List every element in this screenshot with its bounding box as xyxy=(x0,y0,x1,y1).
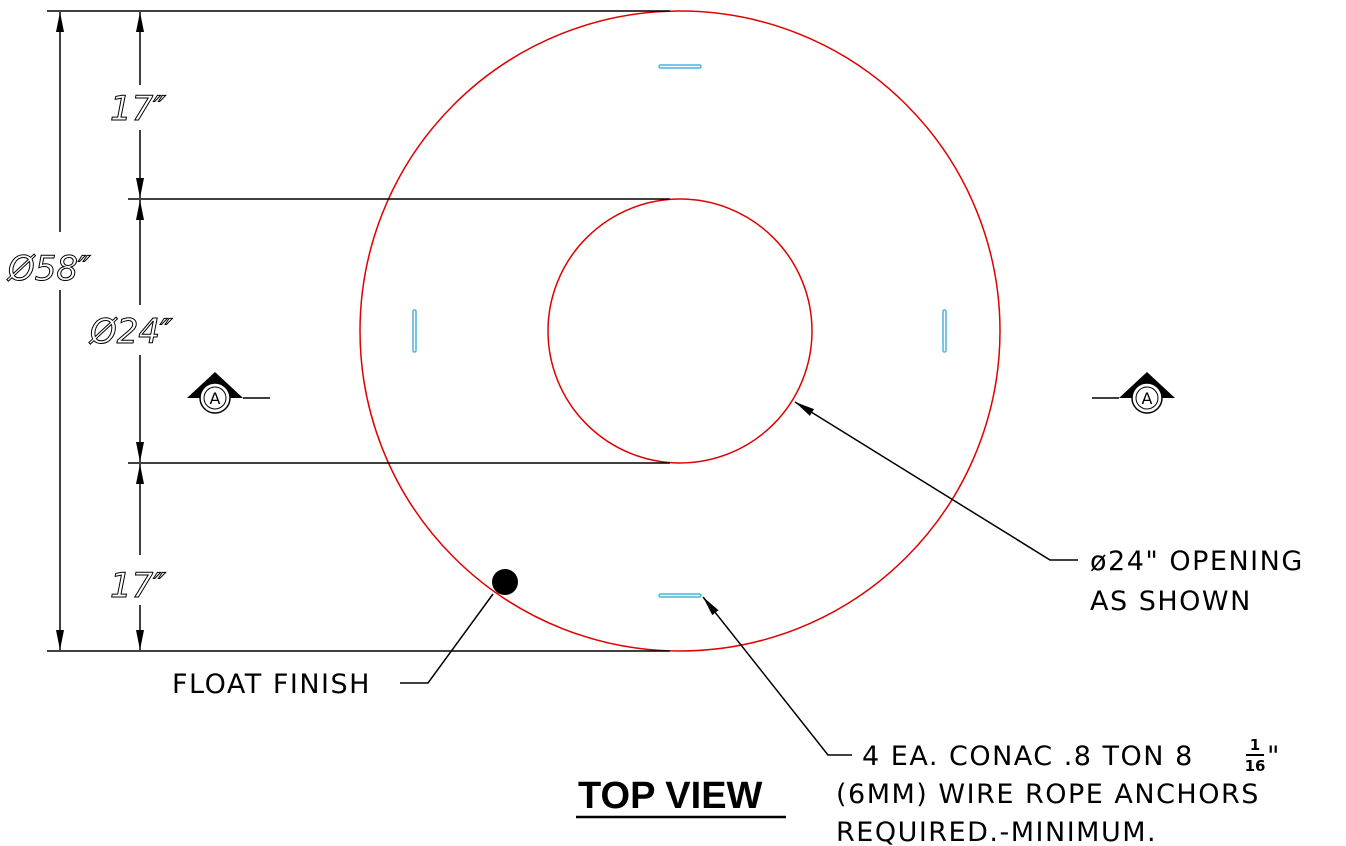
section-marker-right-letter: A xyxy=(1142,389,1153,408)
top-offset-label: 17″ xyxy=(110,89,166,129)
float-finish-label: FLOAT FINISH xyxy=(172,669,371,700)
section-marker-left: A xyxy=(187,372,270,414)
anchor-top xyxy=(658,64,702,69)
section-marker-left-letter: A xyxy=(210,389,221,408)
opening-leader xyxy=(794,401,1078,561)
section-marker-right: A xyxy=(1092,372,1175,414)
anchors-label-line1: 4 EA. CONAC .8 TON 8 xyxy=(862,741,1194,772)
anchors-leader xyxy=(702,596,852,756)
anchors-fraction-numerator: 1 xyxy=(1250,736,1260,754)
anchor-right xyxy=(942,309,947,353)
float-finish-dot xyxy=(492,569,518,595)
bottom-offset-label: 17″ xyxy=(110,566,166,606)
float-finish-leader xyxy=(400,593,494,684)
anchor-left xyxy=(412,309,417,353)
anchors-fraction-denominator: 16 xyxy=(1245,757,1266,775)
anchors-fraction-inch-mark: " xyxy=(1267,741,1281,772)
opening-label-line2: AS SHOWN xyxy=(1090,586,1252,617)
inner-diameter-label: Ø24″ xyxy=(88,312,173,352)
anchor-bottom xyxy=(658,593,702,598)
overall-diameter-label: Ø58″ xyxy=(6,249,91,289)
view-title: TOP VIEW xyxy=(578,775,763,817)
inner-opening-circle xyxy=(547,198,813,464)
opening-label-line1: ø24" OPENING xyxy=(1090,546,1304,577)
anchors-label-line3: REQUIRED.-MINIMUM. xyxy=(836,817,1157,846)
outer-circle xyxy=(359,10,1001,652)
anchors-label-line2: (6MM) WIRE ROPE ANCHORS xyxy=(836,779,1260,810)
